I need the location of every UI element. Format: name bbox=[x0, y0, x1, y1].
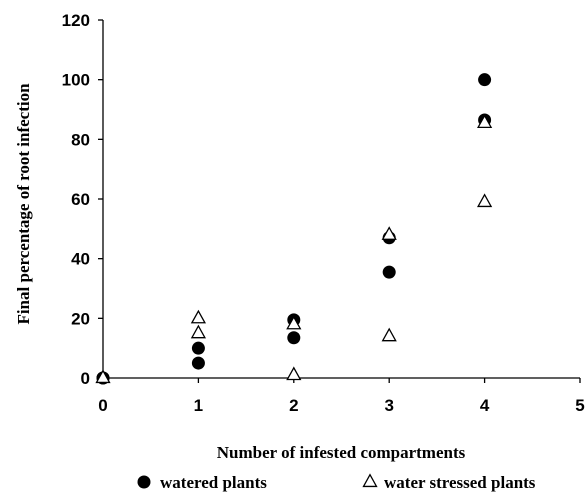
x-tick-label: 5 bbox=[575, 396, 584, 415]
legend-item-watered: watered plants bbox=[137, 473, 267, 492]
y-tick-label: 120 bbox=[62, 11, 90, 30]
data-point-water-stressed bbox=[381, 327, 397, 342]
data-point-water-stressed bbox=[190, 309, 207, 324]
y-tick-label: 60 bbox=[71, 190, 90, 209]
legend-marker-filled-circle bbox=[137, 475, 151, 489]
legend: watered plants water stressed plants bbox=[137, 473, 536, 492]
y-tick-label: 20 bbox=[71, 309, 90, 328]
y-ticks: 0 20 40 60 80 100 120 bbox=[62, 11, 103, 388]
data-point-water-stressed bbox=[95, 369, 111, 384]
y-tick-label: 0 bbox=[81, 369, 90, 388]
data-point-watered bbox=[191, 356, 205, 370]
legend-item-water-stressed: water stressed plants bbox=[362, 473, 536, 492]
data-point-watered bbox=[191, 341, 205, 355]
data-point-water-stressed bbox=[286, 366, 302, 381]
y-tick-label: 100 bbox=[62, 71, 90, 90]
data-point-water-stressed bbox=[381, 226, 397, 240]
x-tick-label: 1 bbox=[194, 396, 203, 415]
data-point-water-stressed bbox=[476, 114, 493, 129]
y-axis-title: Final percentage of root infection bbox=[14, 83, 33, 325]
data-point-water-stressed bbox=[476, 193, 493, 208]
data-point-water-stressed bbox=[286, 315, 302, 330]
data-point-watered bbox=[478, 73, 492, 87]
x-tick-label: 4 bbox=[480, 396, 490, 415]
data-point-watered bbox=[382, 265, 396, 279]
data-point-water-stressed bbox=[190, 324, 207, 339]
x-tick-label: 3 bbox=[384, 396, 393, 415]
legend-label-water-stressed: water stressed plants bbox=[384, 473, 536, 492]
data-point-watered bbox=[287, 331, 301, 345]
y-tick-label: 40 bbox=[71, 250, 90, 269]
legend-label-watered: watered plants bbox=[160, 473, 267, 492]
x-tick-label: 0 bbox=[98, 396, 107, 415]
x-tick-label: 2 bbox=[289, 396, 298, 415]
y-tick-label: 80 bbox=[71, 130, 90, 149]
data-points bbox=[95, 73, 493, 385]
legend-marker-open-triangle bbox=[362, 473, 378, 488]
x-axis-title: Number of infested compartments bbox=[217, 443, 466, 462]
x-ticks: 0 1 2 3 4 5 bbox=[98, 378, 585, 415]
